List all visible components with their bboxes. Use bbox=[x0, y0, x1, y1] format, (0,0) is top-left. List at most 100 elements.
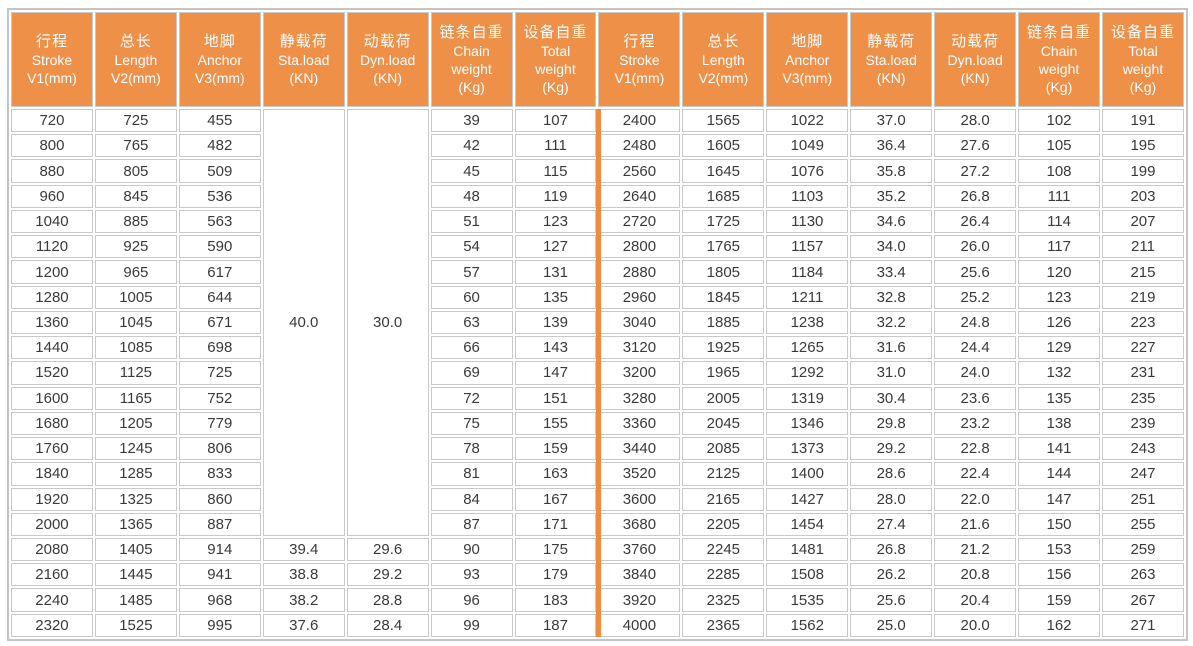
cell-right-length: 1605 bbox=[682, 134, 765, 158]
header-label-en: Length bbox=[114, 52, 158, 68]
cell-right-stroke: 2720 bbox=[598, 209, 681, 234]
cell-right-chain-weight: 102 bbox=[1018, 109, 1100, 133]
cell-right-stroke: 3840 bbox=[598, 563, 681, 587]
cell-right-stroke: 3200 bbox=[598, 361, 681, 385]
cell-left-stroke: 1680 bbox=[11, 411, 93, 436]
cell-right-total-weight: 223 bbox=[1101, 310, 1184, 335]
cell-left-length: 1085 bbox=[94, 336, 177, 360]
cell-right-dynamic-load: 23.2 bbox=[934, 411, 1017, 436]
cell-right-length: 1765 bbox=[682, 235, 765, 259]
cell-left-anchor: 617 bbox=[178, 260, 261, 284]
cell-right-stroke: 3120 bbox=[598, 336, 681, 360]
cell-left-stroke: 2160 bbox=[11, 563, 93, 587]
header-label-en: V2(mm) bbox=[698, 70, 749, 86]
cell-right-anchor: 1238 bbox=[766, 310, 849, 335]
cell-left-chain-weight: 39 bbox=[430, 109, 513, 133]
header-label-zh: 链条自重 bbox=[439, 24, 504, 41]
table-row: 1600 1165 752 72 151 3280 2005 1319 30.4 23.6 135 2… bbox=[11, 386, 1184, 410]
cell-left-chain-weight: 72 bbox=[430, 386, 513, 410]
cell-right-length: 1565 bbox=[682, 109, 765, 133]
cell-right-chain-weight: 138 bbox=[1018, 411, 1100, 436]
cell-left-stroke: 2320 bbox=[11, 613, 93, 637]
cell-left-stroke: 1760 bbox=[11, 437, 93, 461]
header-label-en: (KN) bbox=[289, 70, 319, 86]
cell-right-static-load: 29.2 bbox=[850, 437, 933, 461]
cell-right-stroke: 2800 bbox=[598, 235, 681, 259]
cell-right-total-weight: 215 bbox=[1101, 260, 1184, 284]
cell-right-static-load: 25.0 bbox=[850, 613, 933, 637]
cell-right-stroke: 3520 bbox=[598, 462, 681, 486]
cell-right-total-weight: 259 bbox=[1101, 537, 1184, 562]
cell-right-static-load: 28.6 bbox=[850, 462, 933, 486]
cell-left-anchor: 590 bbox=[178, 235, 261, 259]
header-label-zh: 设备自重 bbox=[1110, 24, 1175, 41]
cell-right-anchor: 1049 bbox=[766, 134, 849, 158]
cell-left-length: 1245 bbox=[94, 437, 177, 461]
cell-left-length: 1285 bbox=[94, 462, 177, 486]
header-cell-left-dynamic-load: 动载荷 Dyn.load (KN) bbox=[346, 12, 429, 107]
header-label-en: (Kg) bbox=[542, 79, 569, 95]
cell-right-anchor: 1292 bbox=[766, 361, 849, 385]
cell-left-length: 1005 bbox=[94, 285, 177, 309]
cell-left-chain-weight: 90 bbox=[430, 537, 513, 562]
table-mid-divider bbox=[595, 109, 601, 637]
cell-right-chain-weight: 135 bbox=[1018, 386, 1100, 410]
cell-right-dynamic-load: 22.8 bbox=[934, 437, 1017, 461]
cell-right-chain-weight: 144 bbox=[1018, 462, 1100, 486]
cell-right-total-weight: 247 bbox=[1101, 462, 1184, 486]
cell-right-total-weight: 203 bbox=[1101, 184, 1184, 208]
cell-left-length: 1485 bbox=[94, 588, 177, 612]
cell-right-chain-weight: 111 bbox=[1018, 184, 1100, 208]
header-label-en: V1(mm) bbox=[27, 70, 77, 86]
table-row: 2320 1525 995 37.6 28.4 99 187 4000 2365 1562 25.0… bbox=[11, 613, 1184, 637]
cell-left-total-weight: 131 bbox=[514, 260, 597, 284]
cell-left-total-weight: 171 bbox=[514, 512, 597, 536]
cell-left-stroke: 2240 bbox=[11, 588, 93, 612]
cell-right-chain-weight: 126 bbox=[1018, 310, 1100, 335]
cell-right-length: 1725 bbox=[682, 209, 765, 234]
cell-left-chain-weight: 57 bbox=[430, 260, 513, 284]
cell-right-stroke: 3360 bbox=[598, 411, 681, 436]
spec-table-header: 行程 Stroke V1(mm) 总长 Length V2(mm) 地脚 Anchor V3(m… bbox=[11, 12, 1184, 107]
cell-right-stroke: 3440 bbox=[598, 437, 681, 461]
header-label-zh: 静载荷 bbox=[279, 33, 328, 50]
cell-right-anchor: 1022 bbox=[766, 109, 849, 133]
cell-left-total-weight: 139 bbox=[514, 310, 597, 335]
cell-left-stroke: 1600 bbox=[11, 386, 93, 410]
cell-right-length: 1885 bbox=[682, 310, 765, 335]
table-row: 1280 1005 644 60 135 2960 1845 1211 32.8 25.2 123 2… bbox=[11, 285, 1184, 309]
cell-left-chain-weight: 99 bbox=[430, 613, 513, 637]
cell-right-anchor: 1481 bbox=[766, 537, 849, 562]
cell-left-stroke: 2080 bbox=[11, 537, 93, 562]
header-label-zh: 总长 bbox=[707, 33, 740, 50]
cell-right-dynamic-load: 21.2 bbox=[934, 537, 1017, 562]
header-label-en: Length bbox=[701, 52, 745, 68]
cell-right-stroke: 2640 bbox=[598, 184, 681, 208]
cell-left-total-weight: 147 bbox=[514, 361, 597, 385]
cell-left-chain-weight: 81 bbox=[430, 462, 513, 486]
cell-right-stroke: 2960 bbox=[598, 285, 681, 309]
cell-left-anchor: 482 bbox=[178, 134, 261, 158]
cell-left-anchor: 752 bbox=[178, 386, 261, 410]
cell-right-static-load: 35.2 bbox=[850, 184, 933, 208]
cell-right-chain-weight: 132 bbox=[1018, 361, 1100, 385]
header-cell-left-stroke: 行程 Stroke V1(mm) bbox=[11, 12, 93, 107]
cell-right-chain-weight: 117 bbox=[1018, 235, 1100, 259]
cell-right-dynamic-load: 20.0 bbox=[934, 613, 1017, 637]
cell-right-total-weight: 271 bbox=[1101, 613, 1184, 637]
header-cell-right-static-load: 静载荷 Sta.load (KN) bbox=[850, 12, 933, 107]
header-label-zh: 地脚 bbox=[791, 33, 824, 50]
cell-left-length: 1125 bbox=[94, 361, 177, 385]
cell-right-anchor: 1211 bbox=[766, 285, 849, 309]
cell-right-length: 2085 bbox=[682, 437, 765, 461]
cell-right-dynamic-load: 23.6 bbox=[934, 386, 1017, 410]
cell-right-static-load: 27.4 bbox=[850, 512, 933, 536]
cell-right-total-weight: 219 bbox=[1101, 285, 1184, 309]
cell-left-chain-weight: 69 bbox=[430, 361, 513, 385]
cell-right-chain-weight: 114 bbox=[1018, 209, 1100, 234]
cell-left-anchor: 455 bbox=[178, 109, 261, 133]
cell-left-anchor: 671 bbox=[178, 310, 261, 335]
header-label-zh: 地脚 bbox=[203, 33, 236, 50]
cell-right-static-load: 31.6 bbox=[850, 336, 933, 360]
merged-cell-left-static-load: 40.0 bbox=[262, 109, 345, 536]
